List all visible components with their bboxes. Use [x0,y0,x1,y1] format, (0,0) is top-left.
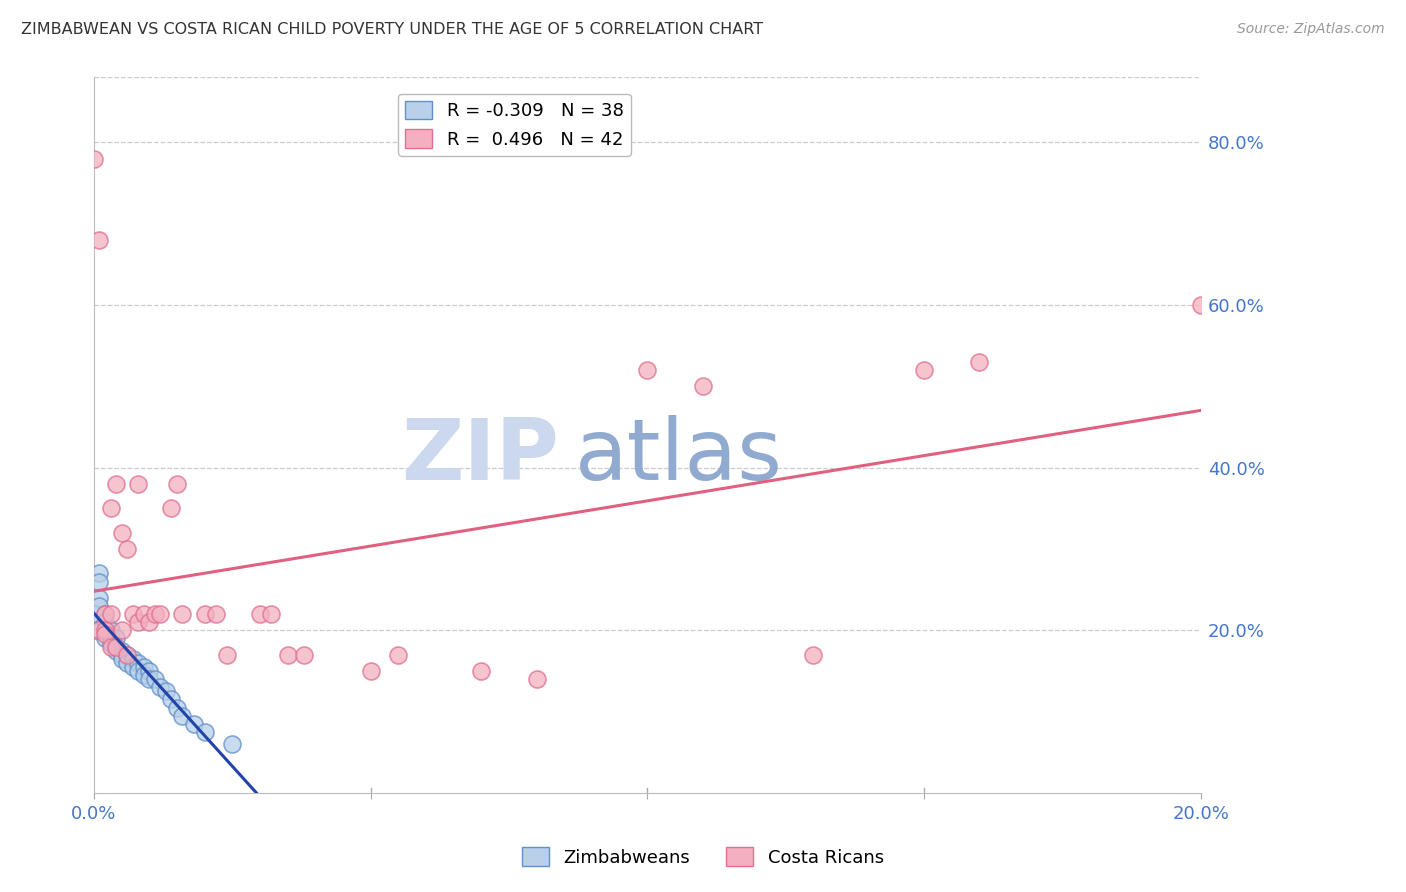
Point [94,607,117,621]
Point [83,152,105,166]
Point [89,233,111,247]
Point [132,668,155,682]
Point [110,648,132,662]
Point [194,607,217,621]
Point [360,664,382,678]
Point [94,624,117,638]
Point [194,725,217,739]
Point [89,574,111,589]
Text: ZIP: ZIP [401,415,558,498]
Point [260,607,283,621]
Point [160,501,183,516]
Point [204,607,226,621]
Text: ZIMBABWEAN VS COSTA RICAN CHILD POVERTY UNDER THE AGE OF 5 CORRELATION CHART: ZIMBABWEAN VS COSTA RICAN CHILD POVERTY … [21,22,763,37]
Point [100,607,122,621]
Point [387,648,409,662]
Legend: Zimbabweans, Costa Ricans: Zimbabweans, Costa Ricans [515,840,891,874]
Point [100,624,122,638]
Point [636,363,658,377]
Point [127,477,149,491]
Point [94,615,117,630]
Point [692,379,714,393]
Point [121,607,143,621]
Point [115,648,138,662]
Point [115,542,138,557]
Point [121,660,143,674]
Point [105,640,128,654]
Point [127,615,149,630]
Point [292,648,315,662]
Text: atlas: atlas [575,415,783,498]
Point [83,624,105,638]
Point [132,660,155,674]
Point [132,607,155,621]
Point [138,664,160,678]
Point [105,640,128,654]
Point [110,652,132,666]
Point [110,643,132,657]
Point [166,700,188,714]
Point [105,643,128,657]
Point [121,652,143,666]
Point [110,525,132,540]
Point [221,737,243,751]
Point [149,607,172,621]
Point [100,632,122,646]
Point [215,648,238,662]
Point [110,624,132,638]
Point [1189,298,1212,312]
Point [127,664,149,678]
Point [801,648,824,662]
Point [94,632,117,646]
Point [100,640,122,654]
Point [115,656,138,670]
Point [470,664,492,678]
Point [155,684,177,698]
Point [277,648,299,662]
Point [249,607,271,621]
Point [100,501,122,516]
Point [115,648,138,662]
Point [89,624,111,638]
Point [526,672,548,686]
Legend: R = -0.309   N = 38, R =  0.496   N = 42: R = -0.309 N = 38, R = 0.496 N = 42 [398,94,631,156]
Point [94,624,117,638]
Point [94,607,117,621]
Point [183,717,205,731]
Point [166,477,188,491]
Point [127,656,149,670]
Point [83,607,105,621]
Point [912,363,935,377]
Point [143,607,166,621]
Point [172,607,194,621]
Point [172,708,194,723]
Point [89,591,111,605]
Point [138,672,160,686]
Point [89,599,111,613]
Point [105,632,128,646]
Point [94,627,117,641]
Point [138,615,160,630]
Point [160,692,183,706]
Point [105,477,128,491]
Text: Source: ZipAtlas.com: Source: ZipAtlas.com [1237,22,1385,37]
Point [969,355,991,369]
Point [100,635,122,649]
Point [89,566,111,581]
Point [149,680,172,694]
Point [143,672,166,686]
